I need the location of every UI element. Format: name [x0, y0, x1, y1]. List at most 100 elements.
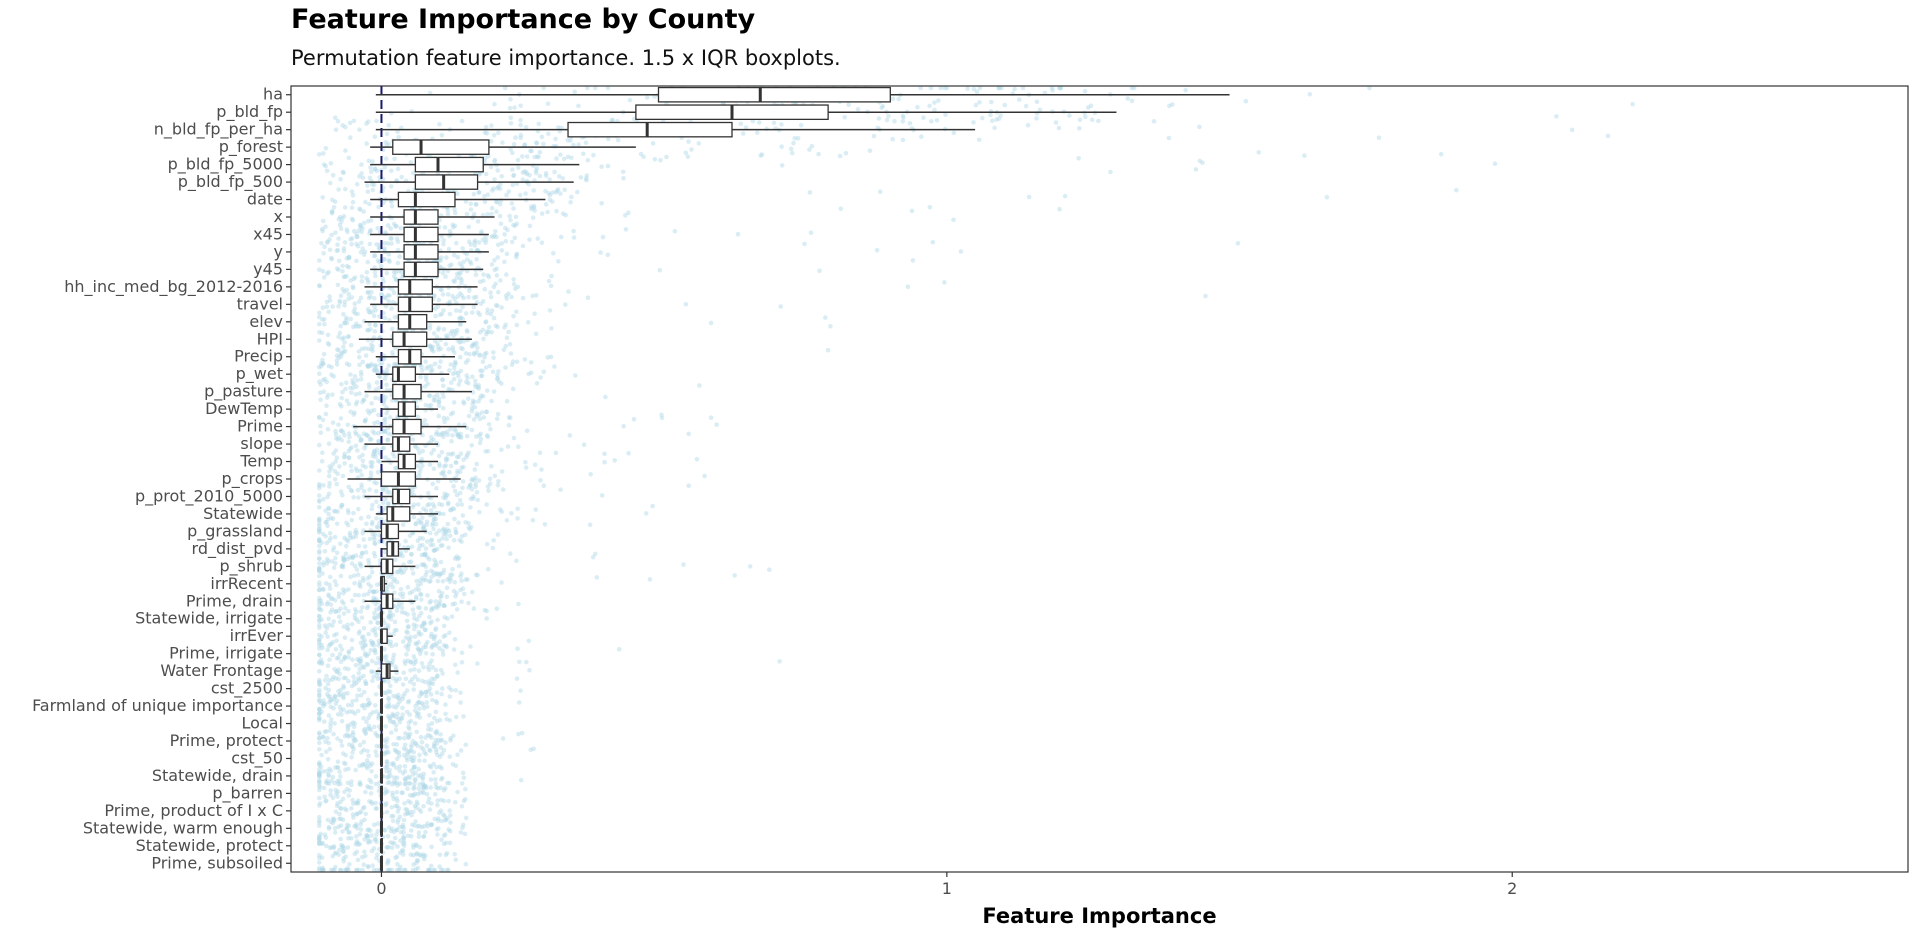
- data-point: [461, 775, 467, 781]
- data-point: [456, 432, 461, 437]
- data-point: [1049, 85, 1055, 91]
- data-point: [583, 176, 589, 181]
- data-point: [324, 379, 330, 385]
- data-point: [425, 800, 431, 805]
- data-point: [341, 557, 347, 562]
- data-point: [495, 303, 500, 308]
- data-point: [350, 377, 355, 383]
- data-point: [324, 556, 330, 562]
- data-point: [390, 720, 396, 725]
- data-point: [439, 691, 444, 697]
- data-point: [317, 152, 322, 157]
- data-point: [508, 217, 513, 223]
- data-point: [372, 610, 377, 616]
- data-point: [476, 412, 482, 418]
- data-point: [989, 99, 994, 105]
- data-point: [708, 320, 714, 326]
- data-point: [380, 488, 386, 493]
- data-point: [332, 579, 338, 584]
- data-point: [357, 391, 362, 396]
- y-tick-label: ha: [263, 85, 283, 104]
- data-point: [610, 117, 615, 123]
- data-point: [346, 296, 351, 302]
- data-point: [374, 607, 379, 612]
- data-point: [320, 305, 326, 311]
- data-point: [443, 495, 448, 501]
- data-point: [876, 116, 882, 121]
- data-point: [333, 864, 338, 870]
- data-point: [484, 131, 490, 136]
- data-point: [351, 739, 357, 744]
- data-point: [370, 710, 376, 715]
- data-point: [435, 832, 440, 837]
- data-point: [444, 716, 450, 722]
- data-point: [382, 165, 388, 170]
- data-point: [337, 619, 343, 624]
- data-point: [335, 282, 341, 288]
- data-point: [491, 234, 496, 240]
- data-point: [334, 481, 340, 487]
- data-point: [435, 752, 440, 758]
- data-point: [453, 460, 459, 465]
- data-point: [377, 373, 382, 379]
- data-point: [317, 841, 322, 847]
- data-point: [929, 119, 934, 124]
- data-point: [407, 712, 413, 717]
- data-point: [317, 693, 322, 699]
- data-point: [880, 103, 886, 109]
- data-point: [871, 133, 877, 139]
- data-point: [328, 515, 334, 521]
- data-point: [438, 559, 444, 565]
- data-point: [528, 747, 533, 753]
- data-point: [421, 578, 427, 583]
- data-point: [342, 806, 348, 811]
- data-point: [347, 446, 353, 452]
- data-point: [317, 598, 322, 604]
- data-point: [427, 557, 432, 562]
- data-point: [471, 417, 477, 422]
- data-point: [317, 740, 322, 746]
- data-point: [511, 222, 516, 228]
- data-point: [436, 325, 442, 331]
- data-point: [616, 647, 622, 652]
- data-point: [489, 262, 495, 267]
- data-point: [374, 733, 380, 738]
- data-point: [439, 449, 445, 455]
- data-point: [424, 700, 430, 705]
- data-point: [376, 412, 381, 418]
- data-point: [423, 577, 429, 583]
- data-point: [341, 246, 347, 251]
- data-point: [346, 655, 352, 660]
- data-point: [392, 315, 398, 320]
- data-point: [395, 239, 401, 245]
- data-point: [342, 867, 348, 873]
- data-point: [333, 701, 339, 706]
- data-point: [369, 761, 375, 766]
- y-tick-label: Farmland of unique importance: [32, 696, 283, 715]
- data-point: [344, 786, 350, 792]
- data-point: [411, 687, 417, 692]
- data-point: [330, 652, 335, 658]
- data-point: [324, 540, 330, 546]
- data-point: [346, 292, 352, 297]
- data-point: [472, 467, 478, 472]
- data-point: [486, 488, 491, 494]
- data-point: [326, 687, 332, 693]
- data-point: [343, 588, 348, 594]
- data-point: [1026, 194, 1032, 200]
- data-point: [486, 422, 492, 427]
- data-point: [623, 213, 628, 218]
- data-point: [492, 267, 498, 273]
- data-point: [562, 187, 567, 193]
- data-point: [459, 534, 465, 539]
- data-point: [425, 639, 430, 645]
- data-point: [412, 785, 417, 790]
- data-point: [317, 371, 322, 377]
- data-point: [453, 800, 458, 805]
- data-point: [491, 355, 496, 361]
- y-tick-label: p_bld_fp: [216, 102, 283, 122]
- data-point: [373, 602, 379, 607]
- data-point: [326, 694, 331, 699]
- data-point: [326, 309, 332, 315]
- data-point: [599, 201, 604, 206]
